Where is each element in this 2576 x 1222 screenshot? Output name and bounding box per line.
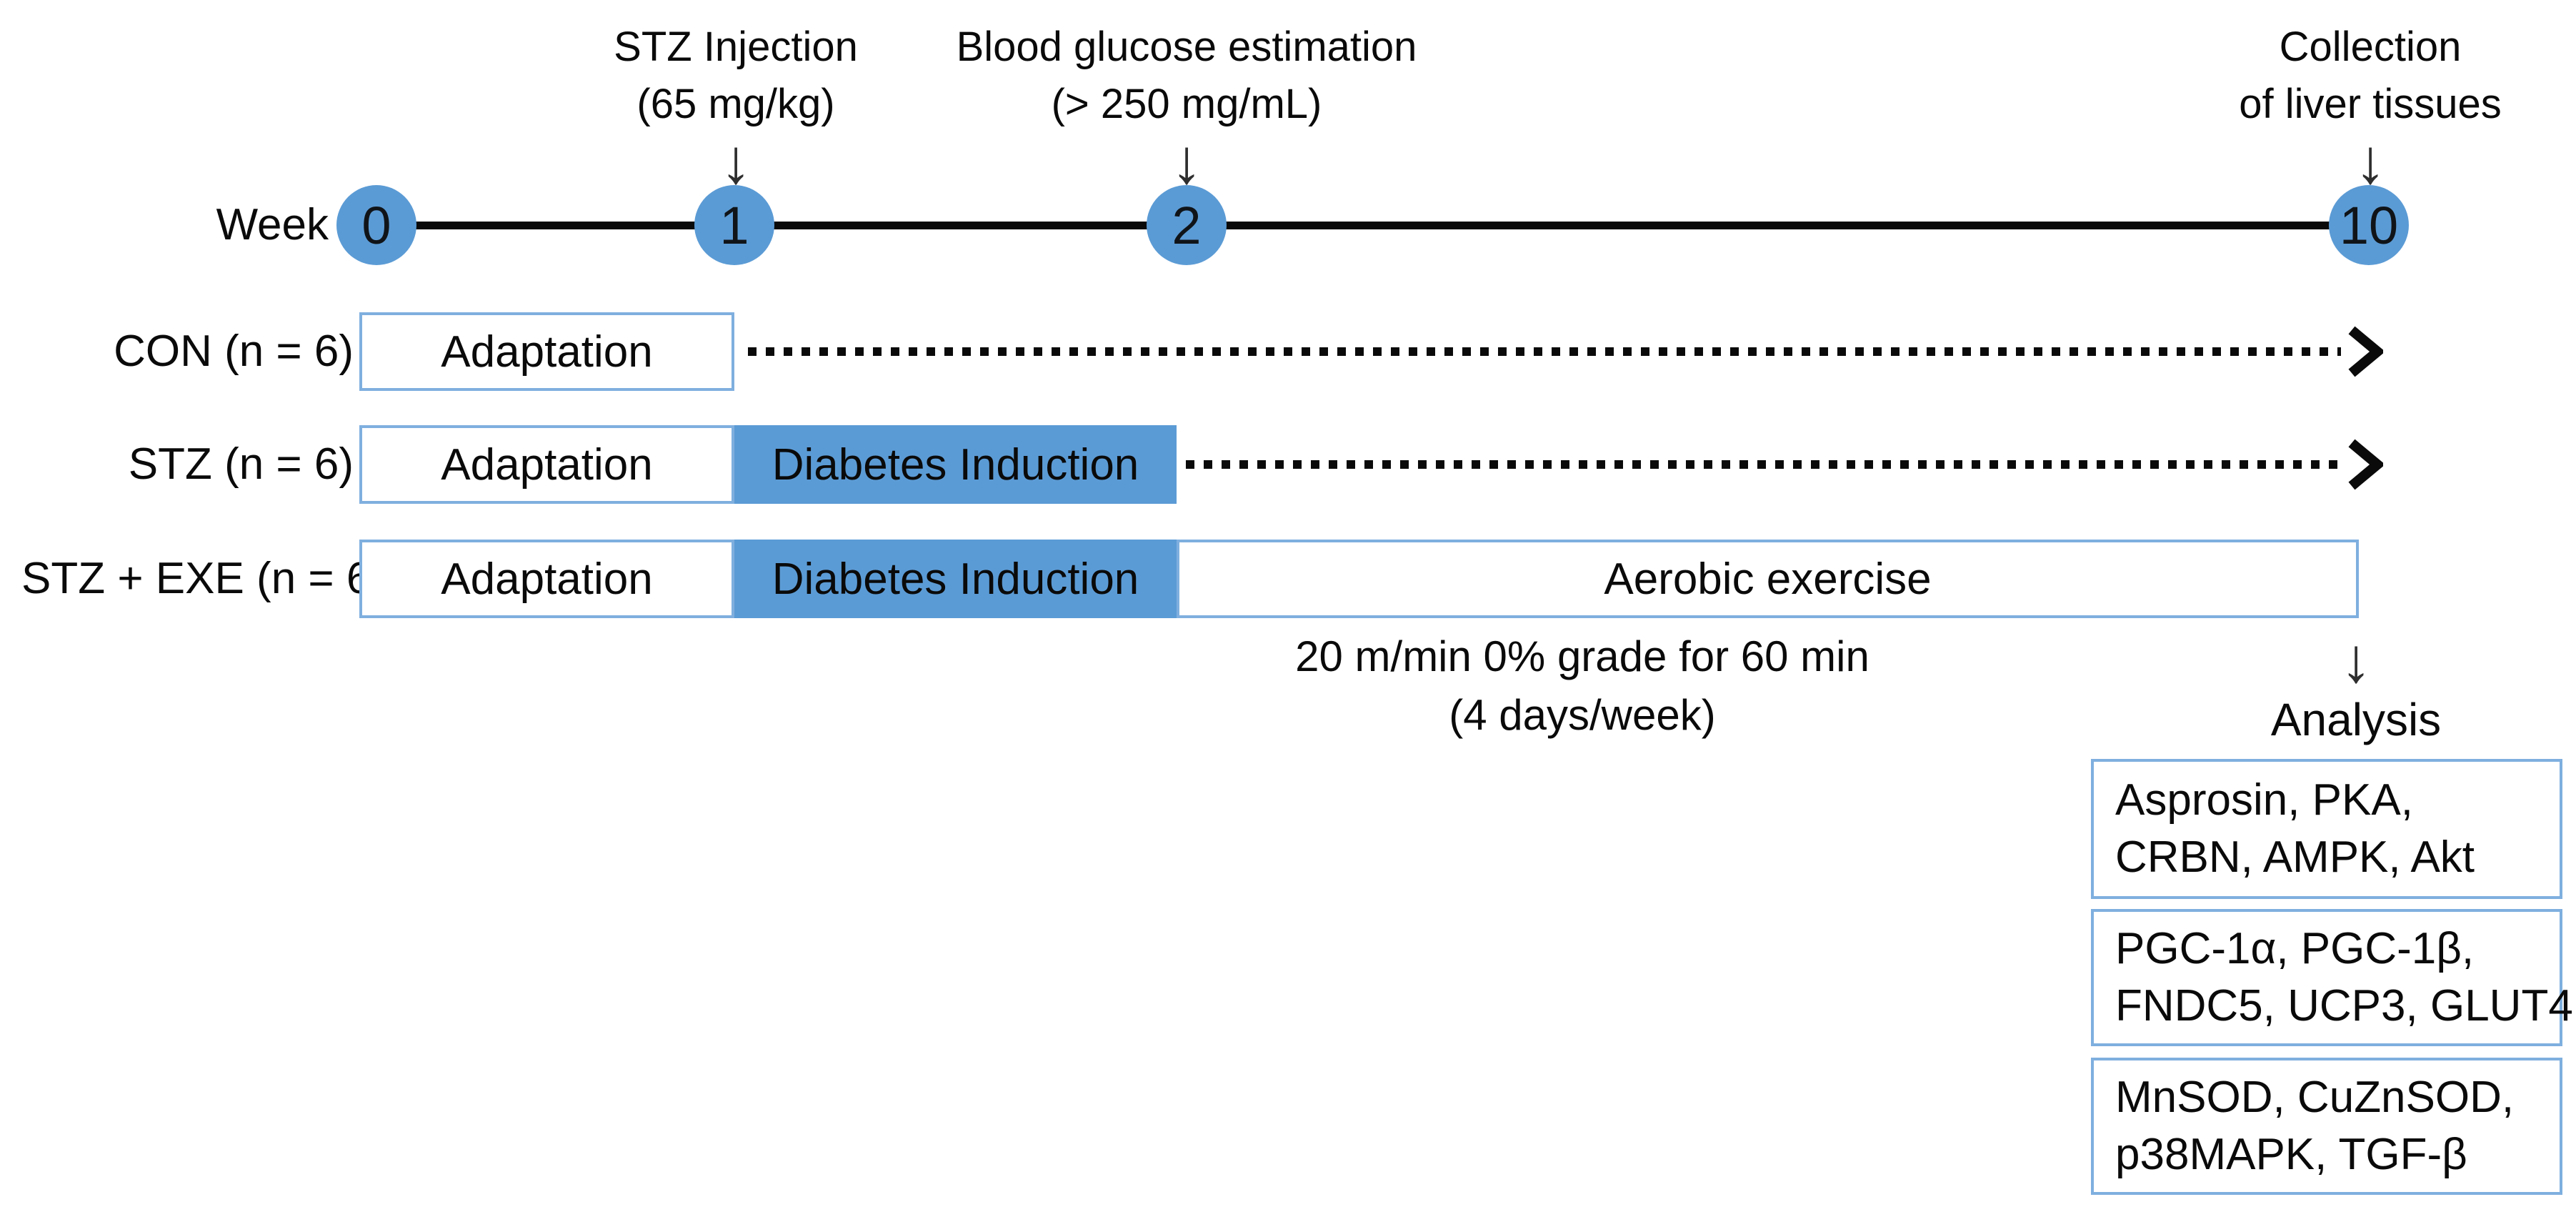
dotted-timeline-con (748, 347, 2341, 356)
analysis-box-line: CRBN, AMPK, Akt (2115, 833, 2475, 882)
annotation-collection-liver: Collection of liver tissues (2120, 19, 2576, 133)
down-arrow-icon: ↓ (2340, 625, 2372, 695)
phase-box-label: Aerobic exercise (1604, 554, 1932, 604)
week-marker-2: 2 (1147, 185, 1227, 265)
group-label-stz: STZ (n = 6) (128, 439, 354, 489)
phase-box-label: Adaptation (441, 554, 653, 604)
analysis-box-line: Asprosin, PKA, (2115, 775, 2413, 825)
analysis-box-line: FNDC5, UCP3, GLUT4 (2115, 981, 2573, 1030)
down-arrow-icon: ↓ (720, 126, 752, 197)
phase-box-label: Adaptation (441, 327, 653, 377)
annotation-blood-glucose: Blood glucose estimation (> 250 mg/mL) (829, 19, 1544, 133)
annotation-line: (> 250 mg/mL) (1051, 81, 1322, 127)
phase-box-label: Diabetes Induction (772, 439, 1139, 490)
week-marker-1: 1 (694, 185, 774, 265)
week-marker-0: 0 (336, 185, 416, 265)
analysis-label: Analysis (2270, 694, 2442, 745)
analysis-box-line: p38MAPK, TGF-β (2115, 1130, 2467, 1179)
week-axis-label: Week (216, 200, 329, 249)
phase-box-label: Adaptation (441, 439, 653, 490)
down-arrow-icon: ↓ (1171, 126, 1202, 197)
phase-box-diabetes-induction: Diabetes Induction (734, 425, 1177, 504)
phase-box-diabetes-induction: Diabetes Induction (734, 540, 1177, 618)
phase-box-adaptation: Adaptation (359, 425, 734, 504)
phase-box-label: Diabetes Induction (772, 554, 1139, 604)
annotation-line: STZ Injection (614, 24, 858, 70)
phase-box-aerobic-exercise: Aerobic exercise (1177, 540, 2359, 618)
annotation-line: of liver tissues (2239, 81, 2502, 127)
phase-box-adaptation: Adaptation (359, 540, 734, 618)
annotation-line: (65 mg/kg) (636, 81, 835, 127)
annotation-line: Blood glucose estimation (956, 24, 1417, 70)
annotation-line: Collection (2279, 24, 2462, 70)
exercise-details-note: 20 m/min 0% grade for 60 min (4 days/wee… (1225, 627, 1940, 745)
group-label-con: CON (n = 6) (114, 327, 354, 376)
week-marker-10: 10 (2329, 185, 2409, 265)
analysis-box-line: PGC-1α, PGC-1β, (2115, 924, 2475, 973)
dotted-timeline-stz (1186, 460, 2341, 469)
timeline-line (379, 222, 2359, 229)
dotted-arrowhead-icon (2348, 326, 2383, 377)
note-line: 20 m/min 0% grade for 60 min (1295, 632, 1869, 680)
analysis-box-signaling: Asprosin, PKA, CRBN, AMPK, Akt (2091, 759, 2562, 899)
analysis-box-line: MnSOD, CuZnSOD, (2115, 1073, 2515, 1122)
down-arrow-icon: ↓ (2355, 126, 2386, 197)
note-line: (4 days/week) (1449, 691, 1716, 739)
dotted-arrowhead-icon (2348, 439, 2383, 490)
analysis-box-metabolic: PGC-1α, PGC-1β, FNDC5, UCP3, GLUT4 (2091, 909, 2573, 1046)
analysis-box-oxidative: MnSOD, CuZnSOD, p38MAPK, TGF-β (2091, 1058, 2562, 1195)
annotation-stz-injection: STZ Injection (65 mg/kg) (450, 19, 1022, 133)
phase-box-adaptation: Adaptation (359, 312, 734, 391)
group-label-stz-exe: STZ + EXE (n = 6) (21, 554, 386, 603)
